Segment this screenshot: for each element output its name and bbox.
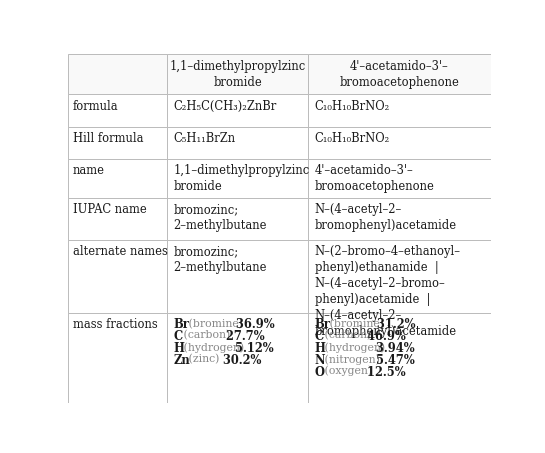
Text: H: H (314, 342, 325, 355)
Bar (308, 159, 490, 198)
Text: (hydrogen): (hydrogen) (180, 342, 244, 353)
Text: Br: Br (173, 318, 190, 332)
Bar (167, 94, 308, 127)
Text: 12.5%: 12.5% (364, 366, 406, 379)
Bar (167, 127, 308, 159)
Bar (167, 159, 308, 198)
Text: C₂H₅C(CH₃)₂ZnBr: C₂H₅C(CH₃)₂ZnBr (173, 100, 277, 113)
Bar (167, 54, 308, 94)
Text: C: C (173, 330, 183, 343)
Text: 3.94%: 3.94% (372, 342, 415, 355)
Bar (68, 54, 167, 94)
Bar (167, 198, 308, 240)
Text: (zinc): (zinc) (185, 354, 220, 364)
Text: Zn: Zn (173, 354, 190, 367)
Text: 4'–acetamido–3'–
bromoacetophenone: 4'–acetamido–3'– bromoacetophenone (340, 60, 459, 89)
Text: (nitrogen): (nitrogen) (321, 354, 380, 365)
Text: O: O (314, 366, 325, 379)
Bar (308, 198, 490, 240)
Text: C₁₀H₁₀BrNO₂: C₁₀H₁₀BrNO₂ (314, 100, 390, 113)
Text: IUPAC name: IUPAC name (73, 203, 147, 216)
Text: Br: Br (314, 318, 330, 332)
Text: H: H (173, 342, 185, 355)
Text: bromozinc;
2–methylbutane: bromozinc; 2–methylbutane (173, 246, 267, 275)
Bar (68, 240, 167, 313)
Bar (167, 240, 308, 313)
Text: 36.9%: 36.9% (232, 318, 275, 332)
Text: Hill formula: Hill formula (73, 132, 143, 145)
Text: C₁₀H₁₀BrNO₂: C₁₀H₁₀BrNO₂ (314, 132, 390, 145)
Bar (308, 54, 490, 94)
Bar (68, 159, 167, 198)
Text: C: C (314, 330, 324, 343)
Text: 46.9%: 46.9% (364, 330, 406, 343)
Text: 4'–acetamido–3'–
bromoacetophenone: 4'–acetamido–3'– bromoacetophenone (314, 164, 434, 193)
Bar (308, 240, 490, 313)
Text: N–(4–acetyl–2–
bromophenyl)acetamide: N–(4–acetyl–2– bromophenyl)acetamide (314, 203, 457, 232)
Text: formula: formula (73, 100, 118, 113)
Text: 1,1–dimethylpropylzinc
bromide: 1,1–dimethylpropylzinc bromide (169, 60, 306, 89)
Text: alternate names: alternate names (73, 246, 168, 258)
Bar (308, 313, 490, 403)
Text: N–(2–bromo–4–ethanoyl–
phenyl)ethanamide  |
N–(4–acetyl–2–bromo–
phenyl)acetamid: N–(2–bromo–4–ethanoyl– phenyl)ethanamide… (314, 246, 461, 338)
Bar (308, 127, 490, 159)
Text: (carbon): (carbon) (180, 330, 230, 341)
Text: mass fractions: mass fractions (73, 318, 158, 332)
Bar (68, 127, 167, 159)
Bar (308, 94, 490, 127)
Text: 5.12%: 5.12% (231, 342, 274, 355)
Bar (68, 313, 167, 403)
Text: 1,1–dimethylpropylzinc
bromide: 1,1–dimethylpropylzinc bromide (173, 164, 310, 193)
Text: 27.7%: 27.7% (222, 330, 265, 343)
Text: name: name (73, 164, 105, 178)
Text: (bromine): (bromine) (326, 318, 384, 329)
Text: N: N (314, 354, 325, 367)
Bar (68, 198, 167, 240)
Text: (carbon): (carbon) (321, 330, 371, 341)
Text: bromozinc;
2–methylbutane: bromozinc; 2–methylbutane (173, 203, 267, 232)
Text: (bromine): (bromine) (185, 318, 244, 329)
Text: C₅H₁₁BrZn: C₅H₁₁BrZn (173, 132, 235, 145)
Text: (hydrogen): (hydrogen) (321, 342, 385, 353)
Text: 31.2%: 31.2% (373, 318, 416, 332)
Text: 5.47%: 5.47% (372, 354, 415, 367)
Bar (167, 313, 308, 403)
Bar (68, 94, 167, 127)
Text: (oxygen): (oxygen) (321, 366, 372, 376)
Text: 30.2%: 30.2% (219, 354, 262, 367)
